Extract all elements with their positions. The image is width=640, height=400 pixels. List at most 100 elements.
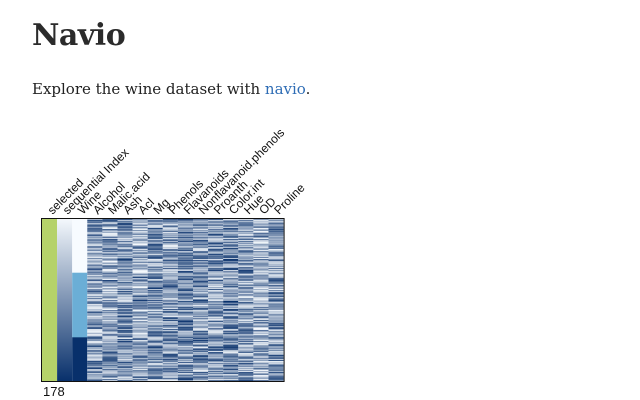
sequential-index-gradient[interactable] [57, 219, 73, 381]
cell [87, 250, 103, 253]
cell [208, 319, 224, 321]
cell [253, 296, 269, 298]
cell [102, 359, 118, 361]
cell [177, 326, 193, 328]
column-mg[interactable] [147, 219, 163, 382]
wine-class-1[interactable] [72, 219, 88, 273]
cell [223, 349, 239, 351]
cell [193, 330, 209, 332]
column-nonflavanoid-phenols[interactable] [193, 219, 209, 382]
cell [132, 256, 148, 258]
cell [193, 300, 209, 302]
cell [238, 358, 254, 360]
cell [102, 290, 118, 293]
cell [162, 331, 178, 334]
column-sequential-index[interactable] [57, 219, 73, 381]
cell [253, 254, 269, 256]
cell [177, 372, 193, 374]
cell [147, 301, 163, 303]
column-ash[interactable] [117, 219, 133, 382]
cell [208, 338, 224, 340]
cell [253, 284, 269, 286]
cell [238, 270, 254, 273]
cell [102, 272, 118, 274]
cell [193, 245, 209, 247]
cell [208, 301, 224, 303]
cell [208, 278, 224, 280]
column-proanth[interactable] [208, 219, 224, 382]
column-od[interactable] [253, 219, 269, 382]
cell [223, 335, 239, 337]
column-selected[interactable] [42, 219, 58, 381]
cell [238, 292, 254, 294]
cell [238, 286, 254, 288]
cell [253, 344, 269, 346]
cell [268, 375, 284, 377]
column-phenols[interactable] [162, 219, 178, 382]
cell [102, 291, 118, 293]
selected-bar[interactable] [42, 219, 58, 381]
cell [102, 269, 118, 272]
navio-link[interactable]: navio [264, 80, 306, 98]
cell [238, 288, 254, 290]
cell [87, 255, 103, 257]
cell [162, 360, 178, 363]
cell [208, 236, 224, 238]
column-hue[interactable] [238, 219, 254, 382]
cell [177, 379, 193, 381]
intro-text: Explore the wine dataset with navio. [32, 80, 310, 98]
cell [223, 333, 239, 335]
wine-class-2[interactable] [72, 272, 88, 338]
cell [193, 342, 209, 344]
cell [102, 300, 118, 302]
column-proline[interactable] [268, 219, 284, 382]
cell [162, 265, 178, 267]
cell [238, 291, 254, 293]
column-malic-acid[interactable] [102, 219, 118, 382]
cell [162, 380, 178, 382]
cell [208, 328, 224, 330]
cell [87, 319, 103, 321]
cell [132, 351, 148, 354]
cell [162, 374, 178, 376]
cell [87, 334, 103, 336]
cell [253, 359, 269, 361]
cell [253, 223, 269, 225]
cell [253, 316, 269, 318]
column-acl[interactable] [132, 219, 148, 382]
intro-prefix: Explore the wine dataset with [32, 80, 265, 98]
cell [102, 322, 118, 324]
cell [193, 308, 209, 310]
cell [132, 244, 148, 246]
cell [208, 279, 224, 282]
cell [147, 276, 163, 278]
cell [147, 253, 163, 255]
cell [102, 311, 118, 313]
wine-class-3[interactable] [72, 337, 88, 382]
column-alcohol[interactable] [87, 219, 103, 382]
cell [162, 310, 178, 312]
column-label-proline[interactable]: Proline [271, 181, 308, 218]
cell [162, 326, 178, 328]
cell [102, 363, 118, 365]
cell [147, 375, 163, 377]
cell [223, 347, 239, 349]
cell [193, 288, 209, 290]
column-wine[interactable] [72, 219, 88, 382]
column-flavanoids[interactable] [177, 219, 193, 382]
cell [223, 321, 239, 324]
cell [177, 255, 193, 257]
cell [223, 229, 239, 231]
cell [208, 219, 224, 221]
cell [162, 354, 178, 356]
cell [193, 287, 209, 289]
cell [177, 368, 193, 370]
cell [268, 285, 284, 287]
cell [208, 324, 224, 326]
cell [87, 305, 103, 307]
column-color-int[interactable] [223, 219, 239, 382]
cell [177, 367, 193, 369]
navio-columns[interactable] [42, 219, 284, 382]
cell [238, 279, 254, 281]
